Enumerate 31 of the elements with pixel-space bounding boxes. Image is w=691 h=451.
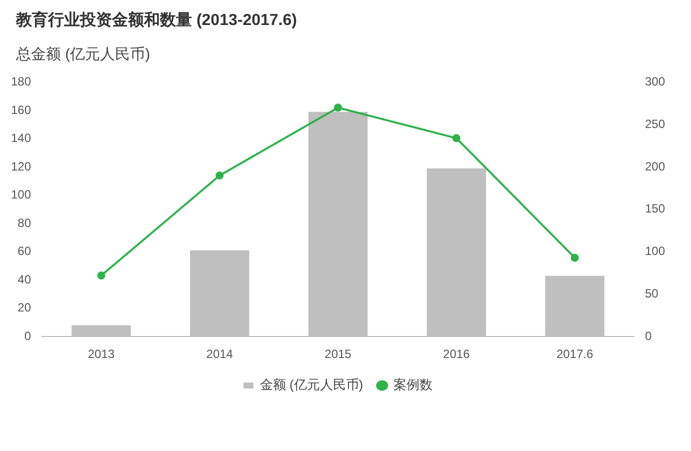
y-tick-label: 60 bbox=[18, 244, 32, 258]
point bbox=[570, 254, 579, 262]
y2-tick-label: 200 bbox=[644, 159, 666, 174]
y-tick-label: 80 bbox=[18, 216, 32, 230]
y-tick-label: 160 bbox=[10, 102, 32, 117]
legend-label: 案例数 bbox=[394, 377, 433, 392]
legend-label: 金额 (亿元人民币) bbox=[260, 377, 364, 392]
x-tick-label: 2016 bbox=[443, 347, 470, 362]
x-tick-label: 2014 bbox=[206, 347, 234, 362]
y2-tick-label: 300 bbox=[644, 74, 666, 89]
point bbox=[97, 272, 106, 280]
point bbox=[334, 104, 342, 112]
x-tick-label: 2015 bbox=[324, 347, 352, 362]
y-axis-title: 总金额 (亿元人民币) bbox=[16, 45, 152, 64]
x-tick-label: 2017.6 bbox=[556, 347, 594, 362]
point bbox=[216, 171, 224, 180]
y-tick-label: 100 bbox=[10, 188, 32, 202]
y2-tick-label: 100 bbox=[644, 244, 666, 258]
y-tick-label: 140 bbox=[10, 131, 32, 146]
x-tick-label: 2013 bbox=[88, 347, 115, 362]
chart-title: 教育行业投资金额和数量 (2013-2017.6) bbox=[16, 10, 298, 31]
y2-tick-label: 250 bbox=[644, 116, 666, 131]
point bbox=[452, 134, 460, 142]
y-tick-label: 40 bbox=[18, 272, 32, 286]
y-tick-label: 180 bbox=[10, 74, 32, 89]
y2-tick-label: 0 bbox=[644, 328, 652, 343]
y-tick-label: 0 bbox=[24, 328, 32, 343]
y2-tick-label: 50 bbox=[644, 286, 659, 301]
y-tick-label: 20 bbox=[18, 300, 32, 315]
y2-tick-label: 150 bbox=[644, 202, 666, 216]
y-tick-label: 120 bbox=[10, 159, 32, 174]
